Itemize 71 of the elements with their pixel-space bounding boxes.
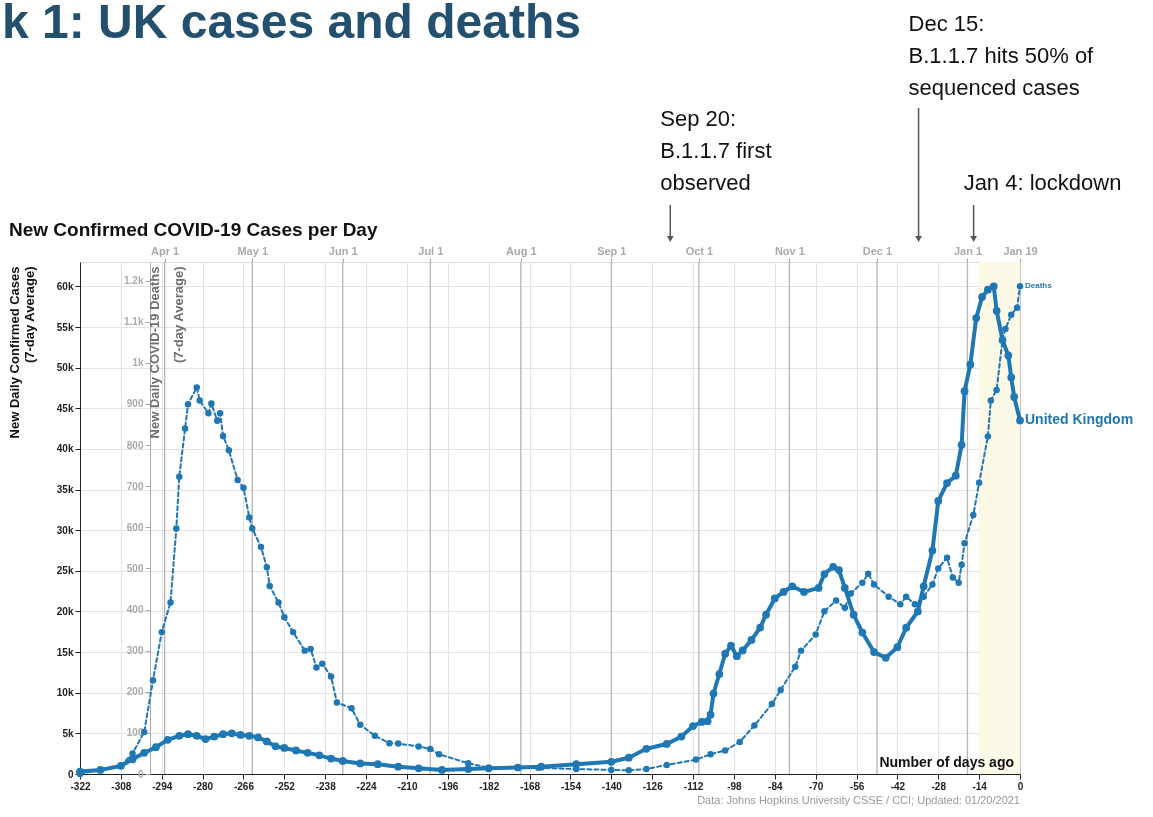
x2-tick-label: May 1	[237, 244, 269, 257]
x-tick-label: -112	[683, 780, 704, 792]
x-tick-label: -196	[438, 780, 459, 792]
text: Dec 15: B.1.1.7 hits 50% of sequenced cases	[908, 11, 1095, 100]
x-tick-label: -322	[70, 780, 91, 792]
x-tick-label: -266	[233, 780, 255, 792]
y-tick-label: 60k	[56, 280, 74, 292]
y-tick-label: 15k	[56, 646, 74, 658]
x-axis-title: Number of days ago	[879, 754, 1014, 770]
y-tick-label: 50k	[56, 362, 74, 374]
y-tick-label: 20k	[56, 605, 74, 617]
x-tick-label: -84	[768, 780, 783, 792]
y-tick-label: 40k	[56, 443, 74, 455]
x-tick-label: -182	[479, 780, 500, 792]
y2-tick-label: 1k	[132, 357, 144, 369]
text: Jan 4: lockdown	[963, 170, 1122, 195]
y2-tick-label: 600	[126, 521, 144, 533]
x2-tick-label: Apr 1	[151, 244, 180, 257]
y-tick-label: 30k	[56, 524, 74, 536]
chart-title: k 1: UK cases and deaths	[2, 0, 581, 48]
text: Data: Johns Hopkins University CSSE / CCI; Updated: 01/20/2021	[697, 794, 1020, 806]
x-tick-label: -210	[397, 780, 418, 792]
x-tick-label: -140	[601, 780, 623, 792]
y2-axis-title: New Daily COVID-19 Deaths (7-day Average)	[146, 266, 186, 439]
y2-tick-label: 1.1k	[124, 316, 144, 328]
x-tick-label: -42	[890, 780, 906, 792]
y-tick-label: 10k	[56, 687, 74, 699]
x2-tick-label: Jan 19	[1003, 244, 1038, 257]
x-tick-label: -168	[520, 780, 541, 792]
x-tick-label: -224	[356, 780, 378, 792]
x-tick-label: -56	[849, 780, 865, 792]
y2-tick-label: 0	[137, 768, 144, 780]
y-tick-label: 0	[67, 768, 74, 780]
y2-tick-label: 300	[126, 645, 144, 657]
y2-tick-label: 1.2k	[124, 275, 144, 287]
x-tick-label: -154	[560, 780, 582, 792]
y2-tick-label: 800	[126, 439, 144, 451]
y-tick-label: 25k	[56, 565, 74, 577]
y-tick-label: 45k	[56, 402, 74, 414]
x2-tick-label: Jul 1	[418, 244, 444, 257]
x-tick-label: -280	[193, 780, 214, 792]
y-tick-label: 5k	[62, 727, 74, 739]
y2-tick-label: 500	[126, 562, 144, 574]
x-tick-label: 0	[1017, 780, 1024, 792]
x-tick-label: -14	[972, 780, 988, 792]
x-tick-label: -238	[315, 780, 337, 792]
x2-tick-label: Sep 1	[597, 244, 627, 257]
y2-tick-label: 400	[126, 604, 144, 615]
x2-tick-label: Jan 1	[953, 244, 983, 257]
x2-tick-label: Dec 1	[862, 244, 893, 257]
series-label: United Kingdom	[1025, 411, 1134, 428]
x-tick-label: -28	[931, 780, 947, 792]
x2-tick-label: Aug 1	[506, 244, 537, 257]
x-tick-label: -252	[274, 780, 296, 792]
x2-tick-label: Oct 1	[685, 244, 714, 257]
y2-tick-label: 200	[126, 686, 144, 698]
x-tick-label: -126	[642, 780, 664, 792]
x-tick-label: -294	[152, 780, 173, 792]
series-label: Deaths	[1025, 281, 1053, 291]
text: Sep 20: B.1.1.7 first observed	[660, 106, 772, 195]
x2-tick-label: Nov 1	[774, 244, 805, 257]
x-tick-label: -308	[111, 780, 132, 792]
x-tick-label: -98	[727, 780, 743, 792]
y-tick-label: 55k	[56, 321, 74, 333]
y2-tick-label: 700	[126, 480, 144, 492]
x-tick-label: -70	[808, 780, 824, 792]
y-tick-label: 35k	[56, 484, 74, 496]
chart-subtitle: New Confirmed COVID-19 Cases per Day	[9, 219, 378, 240]
x2-tick-label: Jun 1	[328, 244, 358, 257]
y2-tick-label: 900	[126, 398, 144, 410]
y-axis-title: New Daily Confirmed Cases (7-day Average)	[6, 266, 37, 439]
